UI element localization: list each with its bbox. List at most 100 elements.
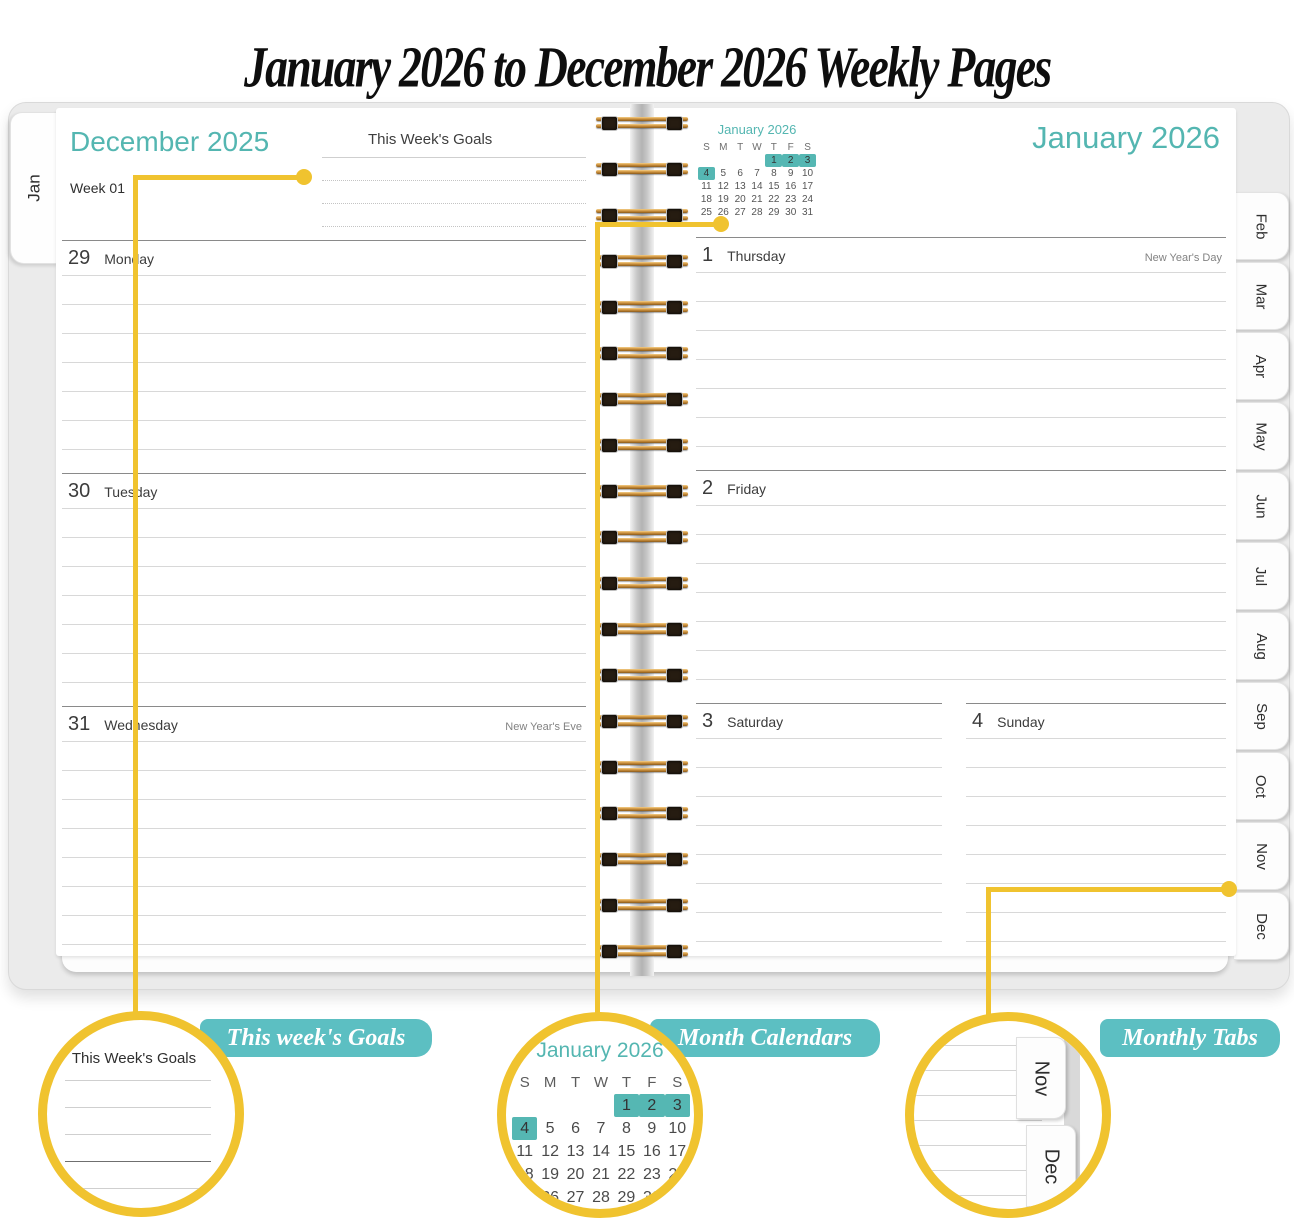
- spiral-loop: [596, 714, 688, 730]
- calendar-cell: 9: [647, 1120, 657, 1137]
- calendar-weekday: T: [621, 1074, 631, 1091]
- ruled-lines: [696, 477, 1226, 698]
- day-section-thursday: 1 Thursday New Year's Day: [696, 237, 1226, 471]
- calendar-cell: 22: [768, 194, 780, 205]
- day-name: Monday: [104, 251, 155, 267]
- calendar-badge: Month Calendars: [650, 1019, 880, 1057]
- calendar-cell: 1: [613, 1094, 640, 1117]
- tabs-zoom-tab-nov: Nov: [1016, 1037, 1066, 1119]
- calendar-weekday: T: [737, 142, 744, 153]
- spiral-loop: [596, 760, 688, 776]
- callout-line: [595, 222, 600, 1017]
- calendar-cell: 18: [700, 194, 712, 205]
- calendar-cell: 8: [771, 168, 777, 179]
- ruled-lines: [62, 480, 586, 701]
- tab-oct: Oct: [1234, 752, 1289, 820]
- calendar-cell: 24: [668, 1166, 687, 1183]
- calendar-cell: 11: [701, 181, 712, 192]
- day-name: Tuesday: [104, 484, 158, 500]
- calendar-cell: 7: [754, 168, 760, 179]
- goals-zoom-circle: This Week's Goals: [38, 1011, 244, 1217]
- calendar-cell: 21: [592, 1166, 610, 1183]
- calendar-cell: 12: [717, 181, 729, 192]
- tab-label: Sep: [1252, 702, 1270, 730]
- tab-label: Dec: [1040, 1148, 1063, 1184]
- ruled-lines: [62, 247, 586, 468]
- calendar-zoom-grid: S M T W T F S 1 2 3 4 5 6 7 8 9 10 11 12 13 14 15 16 17 18 19 20 21…: [512, 1071, 690, 1209]
- tab-label: Mar: [1252, 283, 1270, 309]
- day-section-saturday: 3 Saturday: [696, 703, 942, 951]
- tab-label: Apr: [1252, 354, 1270, 378]
- goals-zoom-lines: [65, 1080, 211, 1208]
- calendar-cell: 27: [734, 207, 746, 218]
- calendar-cell: 27: [566, 1189, 585, 1206]
- calendar-cell: 10: [668, 1120, 687, 1137]
- calendar-cell: 13: [566, 1143, 585, 1160]
- calendar-cell: 26: [717, 207, 729, 218]
- spiral-loop: [596, 392, 688, 408]
- calendar-cell: 28: [751, 207, 763, 218]
- calendar-cell: 30: [785, 207, 797, 218]
- goals-line: [322, 157, 586, 158]
- tab-label: May: [1252, 421, 1270, 451]
- calendar-cell: 23: [785, 194, 797, 205]
- calendar-cell: 29: [768, 207, 780, 218]
- calendar-zoom-title: January 2026: [536, 1039, 664, 1062]
- spiral-loop: [596, 944, 688, 960]
- spiral-loop: [596, 208, 688, 224]
- spiral-loop: [596, 484, 688, 500]
- calendar-cell: 21: [751, 194, 763, 205]
- tab-aug: Aug: [1234, 612, 1289, 680]
- calendar-cell: 12: [541, 1143, 560, 1160]
- day-section-sunday: 4 Sunday: [966, 703, 1226, 951]
- calendar-cell: 7: [596, 1120, 606, 1137]
- calendar-cell: 30: [642, 1189, 661, 1206]
- mini-calendar: January 2026 S M T W T F S 1 2 3 4 5 6 7 8 9 10 11 12 13 14 1…: [698, 122, 816, 219]
- calendar-cell: 6: [737, 168, 743, 179]
- ruled-lines: [696, 244, 1226, 465]
- calendar-weekday: S: [703, 142, 710, 153]
- calendar-cell: 29: [617, 1189, 636, 1206]
- calendar-cell: 31: [802, 207, 814, 218]
- calendar-cell: 23: [642, 1166, 661, 1183]
- day-number: 30: [68, 480, 91, 502]
- tab-feb: Feb: [1234, 192, 1289, 260]
- calendar-cell: 6: [571, 1120, 581, 1137]
- spiral-loop: [596, 852, 688, 868]
- goals-zoom-title: This Week's Goals: [71, 1050, 197, 1067]
- calendar-cell: 16: [642, 1143, 661, 1160]
- spiral-loop: [596, 576, 688, 592]
- tab-label: Nov: [1030, 1060, 1053, 1096]
- calendar-cell: 20: [734, 194, 746, 205]
- day-section-wednesday: 31 Wednesday New Year's Eve: [62, 706, 586, 951]
- calendar-cell: 17: [668, 1143, 687, 1160]
- day-number: 3: [702, 710, 714, 732]
- tab-label: Oct: [1252, 774, 1270, 798]
- tab-mar: Mar: [1234, 262, 1289, 330]
- spiral-loop: [596, 622, 688, 638]
- callout-dot: [296, 169, 312, 185]
- day-number: 29: [68, 247, 91, 269]
- tab-label: Jun: [1252, 493, 1270, 519]
- tab-label: Feb: [1252, 213, 1270, 239]
- calendar-cell: 15: [617, 1143, 636, 1160]
- callout-line: [986, 887, 991, 1015]
- tabs-zoom-tab-dec: Dec: [1026, 1125, 1076, 1207]
- calendar-cell: 3: [799, 154, 816, 167]
- calendar-cell: 10: [802, 168, 814, 179]
- calendar-cell: 14: [751, 181, 763, 192]
- calendar-cell: 28: [592, 1189, 610, 1206]
- tab-jun: Jun: [1234, 472, 1289, 540]
- calendar-cell: [732, 154, 749, 167]
- calendar-cell: 16: [785, 181, 797, 192]
- spiral-loop: [596, 530, 688, 546]
- spiral-loop: [596, 438, 688, 454]
- tab-label: Nov: [1252, 842, 1270, 870]
- calendar-cell: 11: [516, 1143, 534, 1160]
- calendar-weekday: T: [570, 1074, 581, 1091]
- calendar-weekday: F: [647, 1074, 657, 1091]
- calendar-cell: 24: [802, 194, 814, 205]
- day-name: Saturday: [727, 714, 784, 730]
- calendar-cell: 13: [734, 181, 746, 192]
